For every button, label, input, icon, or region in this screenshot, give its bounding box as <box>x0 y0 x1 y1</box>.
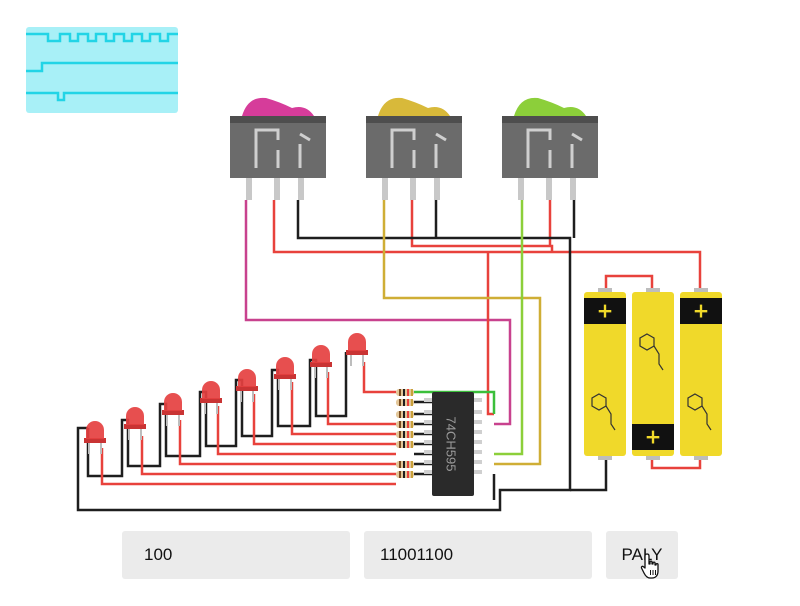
led-dome <box>126 407 144 425</box>
battery-terminal-label: + <box>597 299 614 323</box>
battery-molecule-icon <box>639 333 655 351</box>
led-dome <box>312 345 330 363</box>
led <box>124 407 146 440</box>
scope-trace-data <box>26 61 178 73</box>
led-dome <box>164 393 182 411</box>
led <box>274 357 296 390</box>
battery-terminal-band <box>584 298 626 324</box>
rocker-cap <box>378 97 450 116</box>
battery-terminal-band <box>632 424 674 450</box>
speed-input[interactable] <box>122 531 350 579</box>
led <box>162 393 184 426</box>
led <box>84 421 106 454</box>
switch-pin <box>298 178 304 200</box>
play-button[interactable]: PALY <box>606 531 678 579</box>
switch-pin <box>518 178 524 200</box>
switch-symbol-icon <box>526 128 583 168</box>
led-dome <box>202 381 220 399</box>
led <box>200 381 222 414</box>
led <box>346 333 368 366</box>
wire-black-led-bus <box>76 426 502 512</box>
switch-magenta[interactable] <box>230 97 326 200</box>
switch-symbol-icon <box>254 128 311 168</box>
scope-trace-latch <box>26 91 178 102</box>
switch-housing <box>366 116 462 178</box>
resistor <box>396 411 414 418</box>
resistor <box>396 431 414 438</box>
resistor <box>396 441 414 448</box>
battery-terminal-label: + <box>645 425 662 449</box>
battery-terminal-band <box>680 298 722 324</box>
rocker-cap <box>242 97 314 116</box>
switch-pin <box>570 178 576 200</box>
battery-cell: + <box>680 288 722 460</box>
led-dome <box>348 333 366 351</box>
battery-cell: + <box>584 288 626 460</box>
switch-pin <box>410 178 416 200</box>
switch-yellow[interactable] <box>366 97 462 200</box>
wire-black-battery <box>570 456 608 492</box>
resistor-group <box>396 389 414 478</box>
wire-red-battery-top <box>604 274 654 296</box>
switch-pin <box>274 178 280 200</box>
rocker-cap <box>514 97 586 116</box>
wires-led-red <box>100 362 396 486</box>
pattern-input[interactable] <box>364 531 592 579</box>
wires <box>76 200 702 512</box>
switch-pin <box>246 178 252 200</box>
battery-terminal-label: + <box>693 299 710 323</box>
resistor <box>396 389 414 396</box>
wire-black-led-zigzag <box>86 352 348 478</box>
led-dome <box>276 357 294 375</box>
led-dome <box>86 421 104 439</box>
battery-molecule-icon <box>591 393 607 411</box>
switch-pin <box>434 178 440 200</box>
resistor <box>396 399 414 406</box>
wire-black-common <box>296 200 572 500</box>
wire-red-switch2 <box>410 200 554 252</box>
led <box>236 369 258 402</box>
wire-yellow <box>382 200 542 466</box>
switch-housing <box>230 116 326 178</box>
switch-housing <box>502 116 598 178</box>
resistor <box>396 461 414 468</box>
scope-trace-clock <box>26 32 178 43</box>
switch-symbol-icon <box>390 128 447 168</box>
signal-scope <box>26 27 178 113</box>
led-dome <box>238 369 256 387</box>
battery-cell: + <box>632 288 674 460</box>
switch-group <box>230 97 598 200</box>
switch-pin <box>382 178 388 200</box>
wire-red-chip <box>486 252 494 416</box>
wire-green-switch <box>494 200 524 456</box>
switch-green[interactable] <box>502 97 598 200</box>
wire-magenta <box>244 200 512 426</box>
led-group <box>84 333 368 454</box>
resistor <box>396 471 414 478</box>
chip-label: 74CH595 <box>444 417 459 472</box>
resistor <box>396 421 414 428</box>
wire-red-battery-bottom <box>650 456 702 470</box>
switch-pin <box>546 178 552 200</box>
led <box>310 345 332 378</box>
shift-register-chip: 74CH595 <box>424 392 482 496</box>
battery-molecule-icon <box>687 393 703 411</box>
battery-pack: + + + <box>584 288 722 460</box>
